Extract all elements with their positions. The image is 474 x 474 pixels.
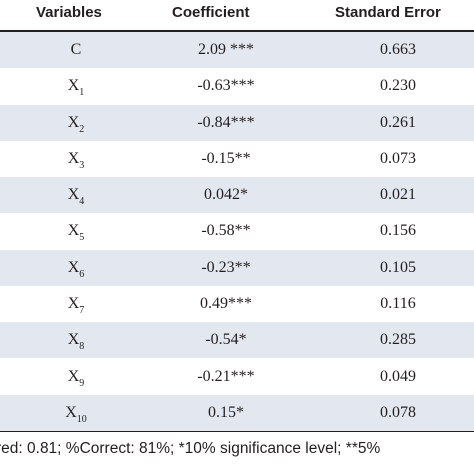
standard-error-cell: 0.261	[380, 113, 416, 131]
table-body: C 2.09 *** 0.663 X1 -0.63*** 0.230 X2 -0.84*** 0…	[0, 32, 474, 431]
variable-symbol: X	[67, 149, 80, 167]
table-row: X9 -0.21*** 0.049	[0, 358, 474, 394]
bottom-rule	[0, 431, 474, 432]
table-header: Variables Coefficient Standard Error	[0, 0, 474, 31]
coefficient-cell: 0.042*	[204, 186, 248, 204]
variable-symbol: X	[67, 258, 80, 276]
coefficient-cell: -0.63***	[197, 77, 255, 95]
table-row: X10 0.15* 0.078	[0, 394, 474, 431]
coefficient-cell: -0.23**	[201, 258, 251, 276]
variable-symbol: X	[67, 113, 80, 131]
coefficient-cell: 0.49***	[200, 294, 252, 312]
variable-subscript: 7	[79, 304, 85, 316]
variable-cell: X5	[67, 222, 85, 243]
header-rule	[0, 30, 474, 32]
coefficient-cell: -0.15**	[201, 149, 251, 167]
coefficient-cell: -0.21***	[197, 367, 255, 385]
variable-subscript: 6	[79, 268, 85, 280]
header-standard-error: Standard Error	[335, 4, 441, 21]
table-row: X4 0.042* 0.021	[0, 177, 474, 214]
variable-cell: X1	[67, 77, 85, 98]
variable-cell: X4	[67, 186, 85, 207]
variable-subscript: 9	[79, 377, 85, 389]
table-row: X6 -0.23** 0.105	[0, 249, 474, 286]
coefficient-cell: -0.58**	[201, 222, 251, 240]
table-row: X2 -0.84*** 0.261	[0, 104, 474, 141]
variable-subscript: 10	[76, 413, 87, 425]
table-footnote: red: 0.81; %Correct: 81%; *10% significa…	[0, 440, 381, 457]
standard-error-cell: 0.073	[380, 149, 416, 167]
variable-cell: X2	[67, 113, 85, 134]
variable-symbol: X	[67, 367, 80, 385]
variable-symbol: X	[67, 331, 80, 349]
standard-error-cell: 0.021	[380, 186, 416, 204]
coefficient-cell: 2.09 ***	[198, 41, 254, 59]
header-coefficient: Coefficient	[172, 4, 250, 21]
table-row: C 2.09 *** 0.663	[0, 32, 474, 69]
variable-cell: C	[71, 42, 82, 58]
variable-symbol: X	[67, 222, 80, 240]
variable-subscript: 1	[79, 87, 85, 99]
table-row: X3 -0.15** 0.073	[0, 141, 474, 177]
variable-cell: X6	[67, 258, 85, 279]
standard-error-cell: 0.285	[380, 331, 416, 349]
variable-subscript: 3	[79, 159, 85, 171]
variable-subscript: 8	[79, 341, 85, 353]
variable-cell: X7	[67, 294, 85, 315]
coefficient-cell: -0.54*	[205, 331, 247, 349]
variable-cell: X9	[67, 367, 85, 388]
standard-error-cell: 0.116	[380, 294, 416, 312]
variable-cell: X3	[67, 149, 85, 170]
coefficient-cell: -0.84***	[197, 113, 255, 131]
variable-symbol: C	[70, 41, 82, 59]
variable-cell: X10	[65, 403, 87, 424]
variable-subscript: 4	[79, 196, 85, 208]
standard-error-cell: 0.105	[380, 258, 416, 276]
header-variables: Variables	[36, 4, 102, 21]
variable-subscript: 2	[79, 123, 85, 135]
variable-symbol: X	[67, 294, 80, 312]
variable-cell: X8	[67, 331, 85, 352]
table-row: X5 -0.58** 0.156	[0, 213, 474, 249]
standard-error-cell: 0.078	[380, 403, 416, 421]
variable-symbol: X	[65, 403, 77, 421]
standard-error-cell: 0.049	[380, 367, 416, 385]
table-row: X8 -0.54* 0.285	[0, 322, 474, 359]
standard-error-cell: 0.663	[380, 41, 416, 59]
variable-subscript: 5	[79, 232, 85, 244]
standard-error-cell: 0.230	[380, 77, 416, 95]
coefficient-cell: 0.15*	[208, 403, 244, 421]
variable-symbol: X	[67, 77, 80, 95]
table-row: X7 0.49*** 0.116	[0, 286, 474, 322]
table-row: X1 -0.63*** 0.230	[0, 68, 474, 104]
standard-error-cell: 0.156	[380, 222, 416, 240]
variable-symbol: X	[67, 186, 80, 204]
